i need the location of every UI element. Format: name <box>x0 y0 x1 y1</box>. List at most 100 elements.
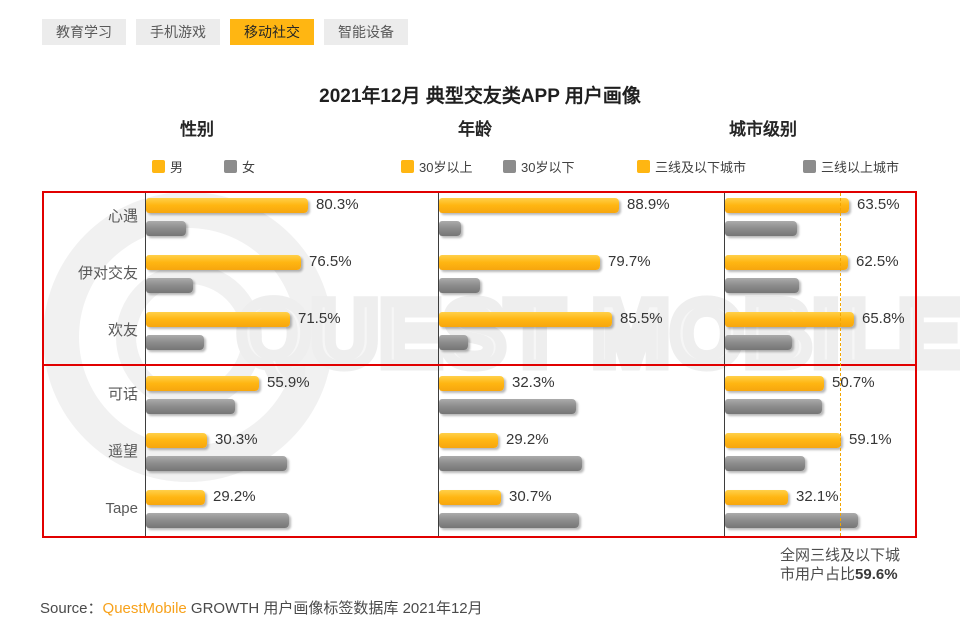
bar-性别-男-伊对交友 <box>146 255 301 270</box>
bar-性别-女-欢友 <box>146 335 204 350</box>
bar-性别-男-Tape <box>146 490 205 505</box>
bar-年龄-30岁以下-Tape <box>439 513 579 528</box>
source-line: Source：QuestMobile GROWTH 用户画像标签数据库 2021… <box>40 597 483 618</box>
legend-item-30岁以上: 30岁以上 <box>401 158 473 175</box>
bar-城市级别-三线及以下城市-遥望 <box>725 433 841 448</box>
bar-城市级别-三线以上城市-欢友 <box>725 335 792 350</box>
value-label-性别-伊对交友: 76.5% <box>309 253 352 270</box>
legend-label: 男 <box>170 159 184 175</box>
value-label-城市级别-伊对交友: 62.5% <box>856 253 899 270</box>
legend-item-女: 女 <box>224 158 256 175</box>
bar-年龄-30岁以上-心遇 <box>439 198 619 213</box>
app-label-遥望: 遥望 <box>107 443 138 460</box>
value-label-年龄-Tape: 30.7% <box>509 488 552 505</box>
source-suffix: GROWTH 用户画像标签数据库 2021年12月 <box>186 600 483 617</box>
bar-城市级别-三线以上城市-伊对交友 <box>725 278 799 293</box>
legend-label: 30岁以下 <box>521 159 575 175</box>
bar-城市级别-三线以上城市-Tape <box>725 513 858 528</box>
legend-label: 女 <box>242 159 256 175</box>
category-tabs: 教育学习 手机游戏 移动社交 智能设备 <box>42 19 408 45</box>
tab-教育学习[interactable]: 教育学习 <box>42 19 126 45</box>
value-label-性别-遥望: 30.3% <box>215 431 258 448</box>
bar-城市级别-三线及以下城市-伊对交友 <box>725 255 848 270</box>
panel-header-gender: 性别 <box>180 120 214 139</box>
legend-item-三线及以下城市: 三线及以下城市 <box>637 158 747 175</box>
bar-年龄-30岁以下-遥望 <box>439 456 582 471</box>
app-label-Tape: Tape <box>105 500 138 517</box>
tab-手机游戏[interactable]: 手机游戏 <box>136 19 220 45</box>
value-label-年龄-可话: 32.3% <box>512 374 555 391</box>
legend-label: 30岁以上 <box>419 159 473 175</box>
bar-年龄-30岁以上-伊对交友 <box>439 255 600 270</box>
app-label-心遇: 心遇 <box>107 208 138 225</box>
bar-性别-女-可话 <box>146 399 235 414</box>
bar-性别-女-Tape <box>146 513 289 528</box>
value-label-年龄-欢友: 85.5% <box>620 310 663 327</box>
bar-城市级别-三线及以下城市-心遇 <box>725 198 849 213</box>
tab-移动社交[interactable]: 移动社交 <box>230 19 314 45</box>
legend-label: 三线及以下城市 <box>655 159 747 175</box>
value-label-性别-欢友: 71.5% <box>298 310 341 327</box>
bar-年龄-30岁以上-Tape <box>439 490 501 505</box>
bar-年龄-30岁以上-欢友 <box>439 312 612 327</box>
page-title: 2021年12月 典型交友类APP 用户画像 <box>319 86 641 107</box>
value-label-年龄-遥望: 29.2% <box>506 431 549 448</box>
panel-header-age: 年龄 <box>458 120 492 139</box>
reference-annotation-value: 59.6% <box>855 566 898 583</box>
chart-group-divider <box>42 364 917 366</box>
app-label-欢友: 欢友 <box>107 322 138 339</box>
legend-item-男: 男 <box>152 158 184 175</box>
bar-年龄-30岁以上-遥望 <box>439 433 498 448</box>
value-label-城市级别-心遇: 63.5% <box>857 196 900 213</box>
legend-swatch-orange <box>152 159 165 173</box>
legend-label: 三线以上城市 <box>821 159 900 175</box>
value-label-城市级别-欢友: 65.8% <box>862 310 905 327</box>
legend-item-三线以上城市: 三线以上城市 <box>803 158 900 175</box>
watermark-text: QUEST MOBILE <box>232 278 960 391</box>
legend-swatch-gray <box>224 159 237 173</box>
bar-城市级别-三线以上城市-心遇 <box>725 221 797 236</box>
value-label-性别-Tape: 29.2% <box>213 488 256 505</box>
legend-swatch-orange <box>637 159 650 173</box>
bar-性别-男-可话 <box>146 376 259 391</box>
legend-item-30岁以下: 30岁以下 <box>503 158 575 175</box>
bar-年龄-30岁以下-伊对交友 <box>439 278 480 293</box>
bar-年龄-30岁以下-可话 <box>439 399 576 414</box>
source-prefix: Source： <box>40 600 103 617</box>
bar-性别-男-遥望 <box>146 433 207 448</box>
legend-swatch-gray <box>503 159 516 173</box>
source-brand: QuestMobile <box>102 600 187 617</box>
bar-年龄-30岁以上-可话 <box>439 376 504 391</box>
bar-城市级别-三线及以下城市-Tape <box>725 490 788 505</box>
bar-性别-女-心遇 <box>146 221 186 236</box>
tab-智能设备[interactable]: 智能设备 <box>324 19 408 45</box>
value-label-年龄-伊对交友: 79.7% <box>608 253 651 270</box>
value-label-城市级别-遥望: 59.1% <box>849 431 892 448</box>
axis-line-城市级别 <box>724 192 725 537</box>
bar-性别-女-遥望 <box>146 456 287 471</box>
bar-性别-男-欢友 <box>146 312 290 327</box>
app-label-伊对交友: 伊对交友 <box>77 265 138 282</box>
value-label-城市级别-Tape: 32.1% <box>796 488 839 505</box>
reference-annotation: 全网三线及以下城市用户占比59.6% <box>780 546 908 584</box>
bar-年龄-30岁以下-欢友 <box>439 335 468 350</box>
value-label-性别-可话: 55.9% <box>267 374 310 391</box>
value-label-城市级别-可话: 50.7% <box>832 374 875 391</box>
axis-line-性别 <box>145 192 146 537</box>
bar-城市级别-三线以上城市-遥望 <box>725 456 805 471</box>
axis-line-年龄 <box>438 192 439 537</box>
reference-dashed-line <box>840 193 841 536</box>
bar-城市级别-三线及以下城市-欢友 <box>725 312 854 327</box>
bar-城市级别-三线及以下城市-可话 <box>725 376 824 391</box>
reference-annotation-text: 全网三线及以下城市用户占比 <box>780 547 901 583</box>
app-label-可话: 可话 <box>107 386 138 403</box>
panel-header-city: 城市级别 <box>729 120 797 139</box>
bar-城市级别-三线以上城市-可话 <box>725 399 822 414</box>
legend-swatch-gray <box>803 159 816 173</box>
chart-outer-border <box>42 191 917 538</box>
legend-swatch-orange <box>401 159 414 173</box>
bar-年龄-30岁以下-心遇 <box>439 221 461 236</box>
value-label-性别-心遇: 80.3% <box>316 196 359 213</box>
value-label-年龄-心遇: 88.9% <box>627 196 670 213</box>
